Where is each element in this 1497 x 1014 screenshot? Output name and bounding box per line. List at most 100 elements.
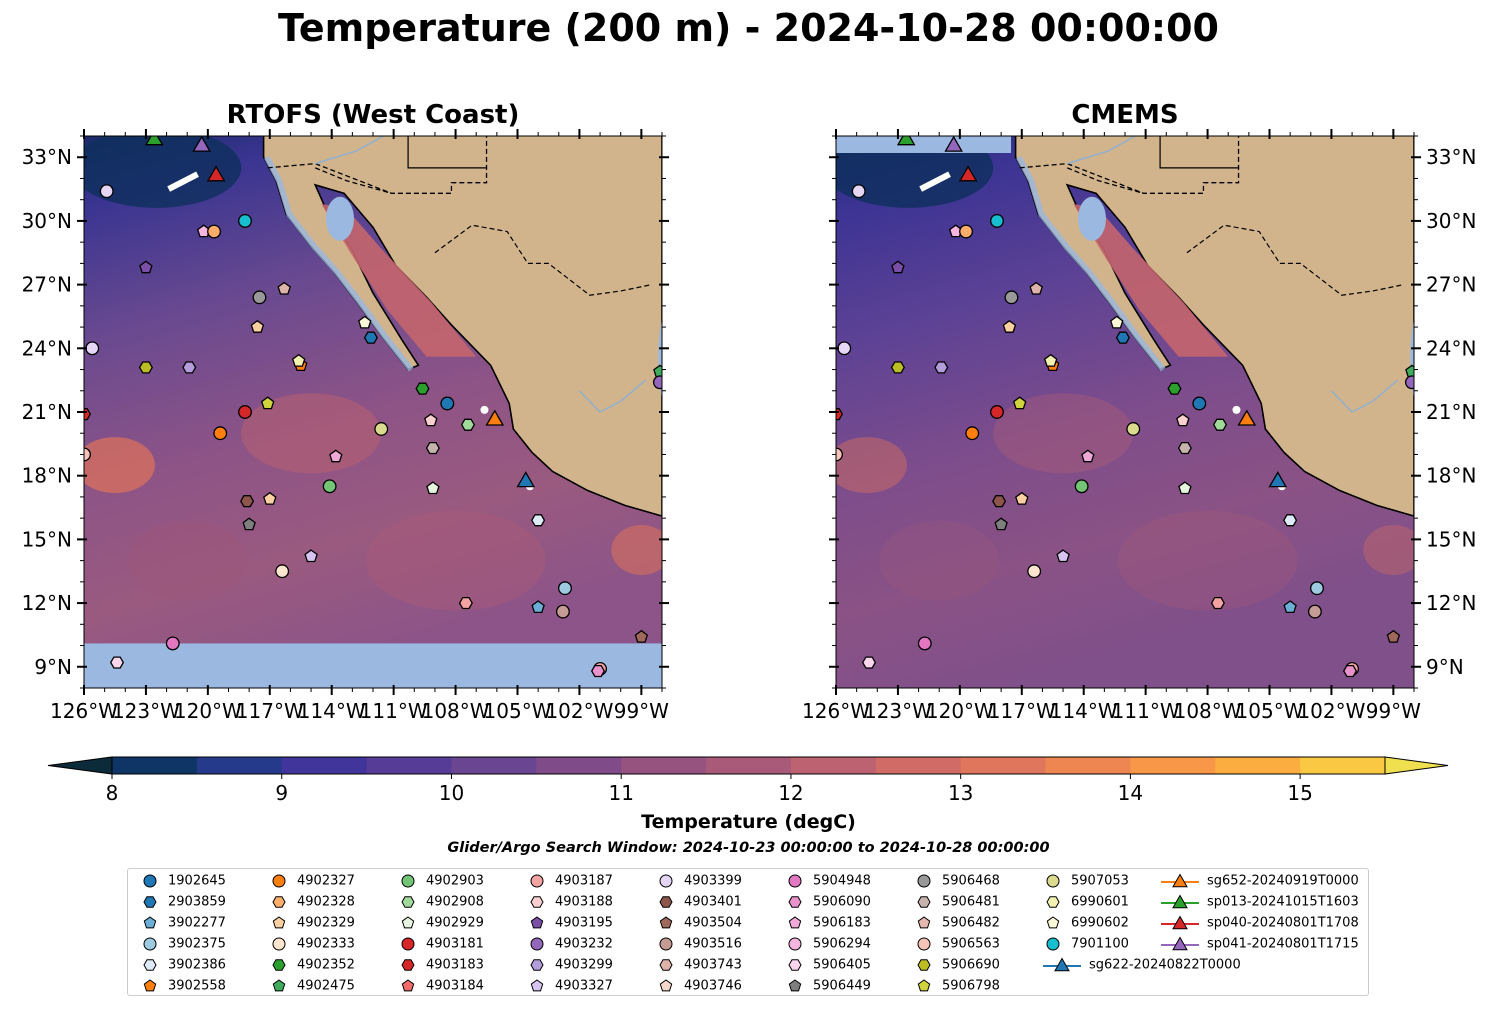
- circle-marker-icon: [659, 874, 673, 888]
- legend-item: 4903299: [527, 957, 613, 973]
- figure-title: Temperature (200 m) - 2024-10-28 00:00:0…: [277, 6, 1219, 50]
- lat-tick-label: 30°N: [1426, 209, 1476, 233]
- legend-label: 4903746: [684, 978, 742, 994]
- shelf-strip: [1016, 155, 1166, 372]
- circle-marker-icon: [143, 874, 157, 888]
- lon-tick-label: 123°W: [864, 699, 932, 723]
- lon-tick-label: 99°W: [614, 699, 669, 723]
- float-marker: [275, 564, 290, 579]
- float-marker: [1110, 315, 1124, 329]
- legend-label: sp040-20240801T1708: [1207, 915, 1359, 931]
- float-marker: [1074, 479, 1089, 494]
- legend-label: 4903181: [426, 936, 484, 952]
- lon-tick-label: 114°W: [1050, 699, 1118, 723]
- colorbar-segment: [1215, 757, 1301, 774]
- legend-item: 2903859: [140, 894, 226, 910]
- float-marker: [304, 549, 318, 563]
- float-marker: [555, 604, 570, 619]
- legend-marker: [272, 979, 286, 992]
- colorbar-segment: [960, 757, 1047, 774]
- float-marker: [634, 629, 649, 643]
- float-marker: [192, 136, 211, 152]
- legend-item: 4903232: [527, 936, 613, 952]
- warm-patch: [879, 520, 1000, 601]
- legend-marker: [1046, 896, 1060, 908]
- legend-item: sg652-20240919T0000: [1161, 873, 1359, 889]
- legend-item: 4903327: [527, 978, 613, 994]
- lat-tick-label: 24°N: [22, 336, 72, 360]
- colorbar-tick-label: 13: [948, 781, 973, 805]
- circle-marker-icon: [917, 874, 931, 888]
- legend-item: 5906468: [914, 873, 1000, 889]
- circle-marker-icon: [401, 874, 415, 888]
- legend-marker: [530, 916, 544, 929]
- legend-item: 4903504: [656, 915, 742, 931]
- float-marker: [558, 581, 572, 596]
- legend-item: 5906183: [785, 915, 871, 931]
- float-marker: [1012, 396, 1027, 410]
- legend-marker: [1054, 957, 1070, 972]
- legend-label: 6990601: [1071, 894, 1129, 910]
- float-marker: [291, 353, 306, 367]
- lat-tick-label: 27°N: [1426, 273, 1476, 297]
- legend-label: 4902329: [297, 915, 355, 931]
- legend-item: 4903743: [656, 957, 742, 973]
- legend-marker: [917, 916, 931, 929]
- legend-label: sg652-20240919T0000: [1207, 873, 1359, 889]
- legend-marker: [272, 937, 286, 951]
- float-marker: [1212, 418, 1228, 431]
- map-rtofs: [84, 136, 662, 688]
- legend-item: 3902375: [140, 936, 226, 952]
- legend-item: 5904948: [785, 873, 871, 889]
- legend-marker: [143, 979, 157, 992]
- colorbar-tick-label: 12: [778, 781, 803, 805]
- legend-item: 7901100: [1043, 936, 1129, 952]
- float-marker: [238, 213, 252, 228]
- legend-item: 4903399: [656, 873, 742, 889]
- float-marker: [485, 409, 505, 426]
- float-marker: [260, 396, 275, 410]
- float-marker: [890, 361, 905, 374]
- pentagon-marker-icon: [917, 979, 931, 992]
- float-marker: [424, 413, 438, 427]
- no-data-band: [84, 643, 662, 688]
- legend-label: 4903187: [555, 873, 613, 889]
- legend-item: 4903746: [656, 978, 742, 994]
- legend-label: 5906798: [942, 978, 1000, 994]
- legend-label: 4902929: [426, 915, 484, 931]
- no-data-band: [836, 136, 1011, 153]
- gulf-warm: [321, 203, 477, 357]
- lat-tick-label: 33°N: [1426, 145, 1476, 169]
- float-marker: [1192, 396, 1207, 411]
- pentagon-marker-icon: [143, 979, 157, 992]
- border-us-mx: [267, 136, 488, 194]
- legend-item: 4902327: [269, 873, 355, 889]
- float-marker: [891, 260, 905, 274]
- legend-marker: [272, 874, 286, 888]
- float-marker: [322, 479, 337, 494]
- search-window-text: Glider/Argo Search Window: 2024-10-23 00…: [447, 840, 1050, 856]
- colorbar-segment: [1045, 757, 1131, 774]
- legend-label: 5906183: [813, 915, 871, 931]
- legend-label: 4902333: [297, 936, 355, 952]
- lat-tick-label: 24°N: [1426, 336, 1476, 360]
- legend-item: 4903183: [398, 957, 484, 973]
- legend-marker: [917, 979, 931, 992]
- pentagon-marker-icon: [401, 979, 415, 992]
- triangle-marker-icon: [1161, 915, 1199, 930]
- legend-marker: [917, 937, 931, 951]
- float-marker: [440, 396, 455, 411]
- glider-track: [1232, 405, 1241, 414]
- lat-tick-label: 9°N: [1426, 655, 1464, 679]
- river: [314, 136, 384, 165]
- circle-marker-icon: [530, 937, 544, 951]
- float-marker: [1002, 320, 1017, 333]
- glider-track: [480, 405, 489, 414]
- float-marker: [1043, 353, 1058, 367]
- legend-label: 4903188: [555, 894, 613, 910]
- lat-tick-label: 9°N: [34, 655, 72, 679]
- border-states: [434, 224, 652, 296]
- legend-label: 3902375: [168, 936, 226, 952]
- legend-item: sp013-20241015T1603: [1161, 894, 1359, 910]
